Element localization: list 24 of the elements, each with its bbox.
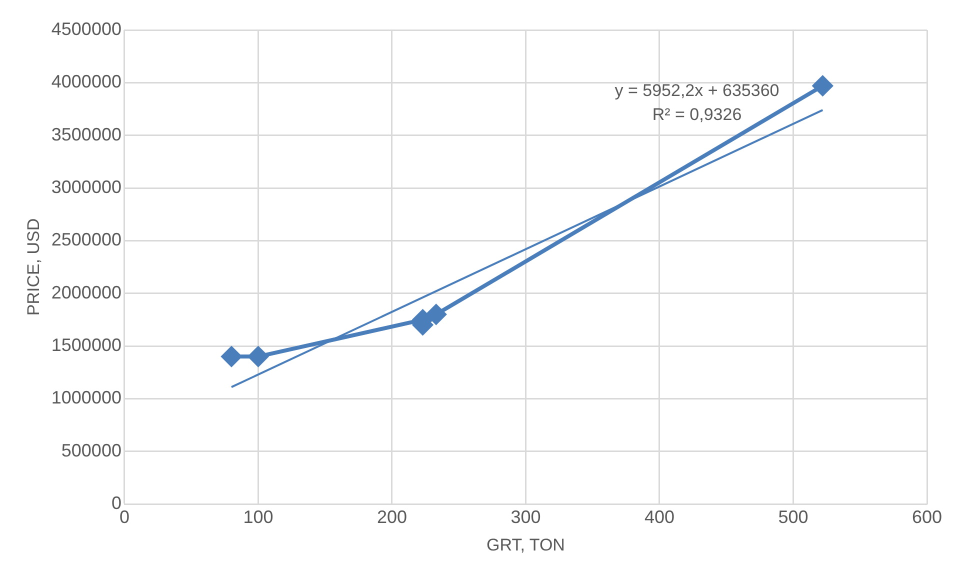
y-tick-label: 3000000 [51,176,122,197]
point [426,304,446,324]
y-tick-label: 2500000 [51,230,122,250]
x-tick-label: 200 [376,506,408,527]
x-tick-label: 300 [510,506,541,527]
y-tick-label: 1000000 [51,388,122,408]
x-axis-title: GRT, TON [486,535,565,554]
annotation: R² = 0,9326 [652,105,742,124]
point [248,346,268,367]
x-tick-label: 100 [243,506,274,527]
x-tick-label: 500 [778,506,808,527]
point [221,346,242,367]
y-tick-label: 4000000 [51,72,122,92]
y-tick-label: 3500000 [51,124,122,144]
y-axis-title: PRICE, USD [24,218,43,316]
y-tick-label: 0 [111,492,122,513]
y-tick-label: 1500000 [51,334,122,355]
point [812,76,833,96]
x-tick-label: 400 [644,506,675,527]
y-tick-label: 500000 [61,440,122,460]
annotation: y = 5952,2x + 635360 [614,81,780,100]
y-tick-label: 2000000 [51,282,122,302]
y-tick-label: 4500000 [51,18,122,39]
x-tick-label: 600 [912,506,942,527]
